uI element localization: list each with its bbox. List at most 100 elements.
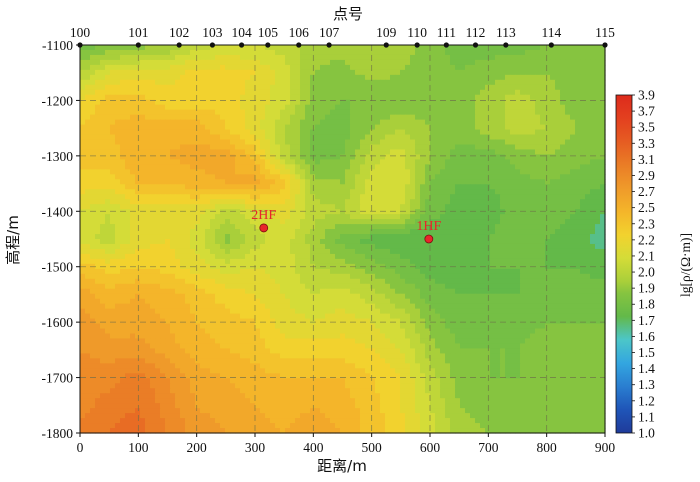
heatmap-cell <box>540 169 546 175</box>
heatmap-cell <box>340 179 346 185</box>
heatmap-cell <box>455 134 461 141</box>
heatmap-cell <box>370 104 376 111</box>
heatmap-cell <box>185 169 191 175</box>
heatmap-cell <box>575 209 581 215</box>
heatmap-cell <box>460 239 466 245</box>
heatmap-cell <box>240 204 246 210</box>
heatmap-cell <box>180 109 186 116</box>
heatmap-cell <box>80 234 86 240</box>
heatmap-cell <box>585 124 591 131</box>
heatmap-cell <box>360 258 366 265</box>
heatmap-cell <box>400 74 406 81</box>
heatmap-cell <box>485 84 491 91</box>
heatmap-cell <box>575 248 581 255</box>
heatmap-cell <box>455 79 461 86</box>
heatmap-cell <box>160 224 166 230</box>
heatmap-cell <box>315 184 321 190</box>
heatmap-cell <box>450 109 456 116</box>
heatmap-cell <box>195 243 201 250</box>
heatmap-cell <box>415 79 421 86</box>
heatmap-cell <box>540 104 546 111</box>
heatmap-cell <box>200 184 206 190</box>
heatmap-cell <box>320 239 326 245</box>
heatmap-cell <box>535 219 541 225</box>
heatmap-cell <box>195 169 201 175</box>
heatmap-cell <box>450 179 456 185</box>
heatmap-cell <box>350 219 356 225</box>
heatmap-cell <box>420 239 426 245</box>
heatmap-cell <box>480 134 486 141</box>
heatmap-cell <box>190 234 196 240</box>
heatmap-cell <box>435 79 441 86</box>
heatmap-cell <box>235 64 241 71</box>
heatmap-cell <box>100 209 106 215</box>
heatmap-cell <box>205 184 211 190</box>
heatmap-cell <box>95 204 101 210</box>
heatmap-cell <box>455 184 461 190</box>
heatmap-cell <box>565 54 571 61</box>
heatmap-cell <box>160 184 166 190</box>
heatmap-cell <box>245 263 251 270</box>
heatmap-cell <box>155 164 161 170</box>
heatmap-cell <box>270 144 276 151</box>
heatmap-cell <box>410 154 416 161</box>
heatmap-cell <box>195 239 201 245</box>
heatmap-cell <box>355 49 361 56</box>
heatmap-cell <box>125 84 131 91</box>
heatmap-cell <box>320 129 326 136</box>
heatmap-cell <box>165 64 171 71</box>
heatmap-cell <box>120 144 126 151</box>
heatmap-cell <box>260 169 266 175</box>
heatmap-cell <box>175 258 181 265</box>
heatmap-cell <box>120 69 126 76</box>
heatmap-cell <box>525 69 531 76</box>
heatmap-cell <box>220 224 226 230</box>
heatmap-cell <box>455 224 461 230</box>
heatmap-cell <box>325 94 331 101</box>
heatmap-cell <box>215 164 221 170</box>
heatmap-cell <box>555 139 561 146</box>
heatmap-cell <box>470 169 476 175</box>
heatmap-cell <box>160 79 166 86</box>
heatmap-cell <box>110 179 116 185</box>
heatmap-cell <box>160 234 166 240</box>
heatmap-cell <box>575 99 581 106</box>
heatmap-cell <box>205 159 211 165</box>
heatmap-cell <box>95 214 101 220</box>
heatmap-cell <box>240 94 246 101</box>
heatmap-cell <box>370 214 376 220</box>
heatmap-cell <box>275 154 281 161</box>
heatmap-cell <box>140 174 146 180</box>
heatmap-cell <box>310 258 316 265</box>
heatmap-cell <box>535 248 541 255</box>
heatmap-cell <box>85 194 91 200</box>
heatmap-cell <box>165 89 171 96</box>
heatmap-cell <box>125 189 131 195</box>
heatmap-cell <box>175 149 181 156</box>
heatmap-cell <box>490 194 496 200</box>
heatmap-cell <box>115 104 121 111</box>
heatmap-cell <box>100 184 106 190</box>
heatmap-cell <box>480 124 486 131</box>
heatmap-cell <box>365 234 371 240</box>
heatmap-cell <box>250 184 256 190</box>
heatmap-cell <box>420 224 426 230</box>
heatmap-cell <box>155 149 161 156</box>
heatmap-cell <box>180 248 186 255</box>
heatmap-cell <box>460 89 466 96</box>
heatmap-cell <box>260 214 266 220</box>
heatmap-cell <box>515 219 521 225</box>
heatmap-cell <box>320 45 326 51</box>
heatmap-cell <box>545 243 551 250</box>
heatmap-cell <box>595 273 601 280</box>
heatmap-cell <box>250 209 256 215</box>
heatmap-cell <box>490 64 496 71</box>
heatmap-cell <box>280 239 286 245</box>
heatmap-cell <box>325 268 331 275</box>
heatmap-cell <box>305 243 311 250</box>
heatmap-cell <box>520 94 526 101</box>
heatmap-cell <box>465 99 471 106</box>
heatmap-cell <box>580 164 586 170</box>
heatmap-cell <box>100 243 106 250</box>
heatmap-cell <box>405 84 411 91</box>
